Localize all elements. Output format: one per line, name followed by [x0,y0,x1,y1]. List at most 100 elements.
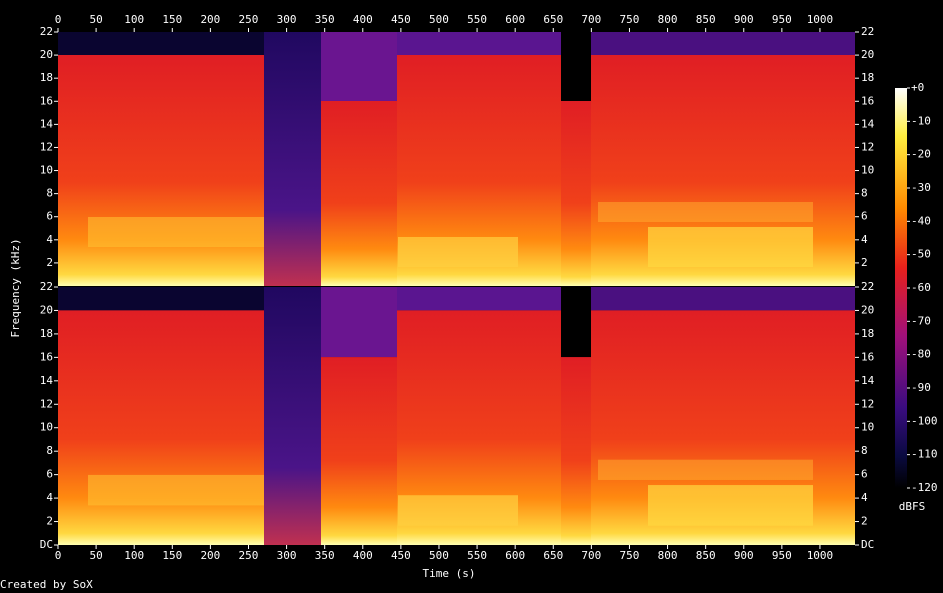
y-tick-label: 6 [46,468,53,481]
x-tick-label: 650 [543,13,563,26]
colorbar-tick-label: -50 [911,248,931,261]
y-tick-label: 6 [861,210,868,223]
footer: Created by SoX [0,578,93,591]
x-tick-label: 450 [391,549,411,562]
x-tick-label: 900 [734,13,754,26]
colorbar-tick-label: +0 [911,81,924,94]
y-tick-label: 2 [46,256,53,269]
colorbar-tick-label: -70 [911,314,931,327]
x-tick-label: 150 [162,13,182,26]
y-tick-label: 22 [40,280,53,293]
y-tick-label: 18 [40,71,53,84]
y-tick-label: 10 [40,164,53,177]
x-tick-label: 700 [581,13,601,26]
y-tick-label: 4 [46,233,53,246]
y-tick-label: 18 [40,327,53,340]
x-tick-label: 250 [239,549,259,562]
x-tick-label: 400 [353,549,373,562]
colorbar-tick-label: -20 [911,148,931,161]
y-tick-label: 18 [861,327,874,340]
y-tick-label: 20 [40,48,53,61]
x-tick-label: 950 [772,549,792,562]
y-tick-label: 18 [861,71,874,84]
x-tick-label: 750 [620,549,640,562]
y-tick-label: 2 [861,256,868,269]
colorbar-label: dBFS [899,500,926,513]
y-tick-label: 6 [861,468,868,481]
y-tick-label: 14 [861,117,875,130]
y-tick-label: 12 [861,140,874,153]
y-tick-label: 6 [46,210,53,223]
y-tick-label: 20 [40,303,53,316]
x-axis-label: Time (s) [423,567,476,580]
colorbar-tick-label: -30 [911,181,931,194]
y-tick-label: 22 [40,25,53,38]
x-tick-label: 250 [239,13,259,26]
y-tick-label: 22 [861,25,874,38]
x-tick-label: 500 [429,549,449,562]
x-tick-label: 0 [55,13,62,26]
y-tick-label: 16 [861,94,874,107]
y-tick-label: 2 [861,515,868,528]
colorbar-tick-label: -10 [911,114,931,127]
y-tick-label: 8 [46,187,53,200]
x-tick-label: 1000 [807,549,834,562]
x-tick-label: 850 [696,13,716,26]
x-tick-label: 900 [734,549,754,562]
y-tick-label: 14 [40,374,54,387]
colorbar [895,88,907,488]
x-tick-label: 50 [89,13,102,26]
y-tick-label: 10 [40,421,53,434]
y-tick-label: 12 [40,140,53,153]
x-tick-label: 800 [658,13,678,26]
spectrogram-top [58,32,855,286]
y-tick-label: 20 [861,303,874,316]
y-tick-label: 22 [861,280,874,293]
y-tick-label: 10 [861,421,874,434]
y-tick-label: 8 [861,444,868,457]
x-tick-label: 200 [200,13,220,26]
colorbar-tick-label: -40 [911,214,931,227]
y-tick-label: 14 [861,374,875,387]
x-tick-label: 350 [315,13,335,26]
y-tick-label: 14 [40,117,54,130]
colorbar-tick-label: -100 [911,414,938,427]
x-tick-label: 550 [467,13,487,26]
colorbar-tick-label: -120 [911,481,938,494]
colorbar-tick-label: -60 [911,281,931,294]
colorbar-tick-label: -90 [911,381,931,394]
x-tick-label: 500 [429,13,449,26]
y-tick-label: 16 [40,350,53,363]
x-tick-label: 700 [581,549,601,562]
y-tick-label: 10 [861,164,874,177]
y-tick-label: DC [40,538,53,551]
x-tick-label: 850 [696,549,716,562]
x-tick-label: 300 [277,549,297,562]
x-tick-label: 600 [505,549,525,562]
spectrogram-bottom [58,287,855,545]
y-tick-label: 8 [46,444,53,457]
x-tick-label: 450 [391,13,411,26]
y-tick-label: 16 [861,350,874,363]
y-tick-label: 4 [861,233,868,246]
x-tick-label: 50 [89,549,102,562]
colorbar-tick-label: -110 [911,448,938,461]
y-tick-label: 12 [861,397,874,410]
x-tick-label: 100 [124,549,144,562]
x-tick-label: 650 [543,549,563,562]
y-tick-label: 20 [861,48,874,61]
x-tick-label: 550 [467,549,487,562]
x-tick-label: 800 [658,549,678,562]
x-tick-label: 350 [315,549,335,562]
y-tick-label: DC [861,538,874,551]
x-tick-label: 0 [55,549,62,562]
x-tick-label: 150 [162,549,182,562]
x-tick-label: 1000 [807,13,834,26]
y-tick-label: 2 [46,515,53,528]
y-tick-label: 12 [40,397,53,410]
y-axis-label: Frequency (kHz) [9,238,22,337]
y-tick-label: 8 [861,187,868,200]
x-tick-label: 300 [277,13,297,26]
colorbar-tick-label: -80 [911,348,931,361]
